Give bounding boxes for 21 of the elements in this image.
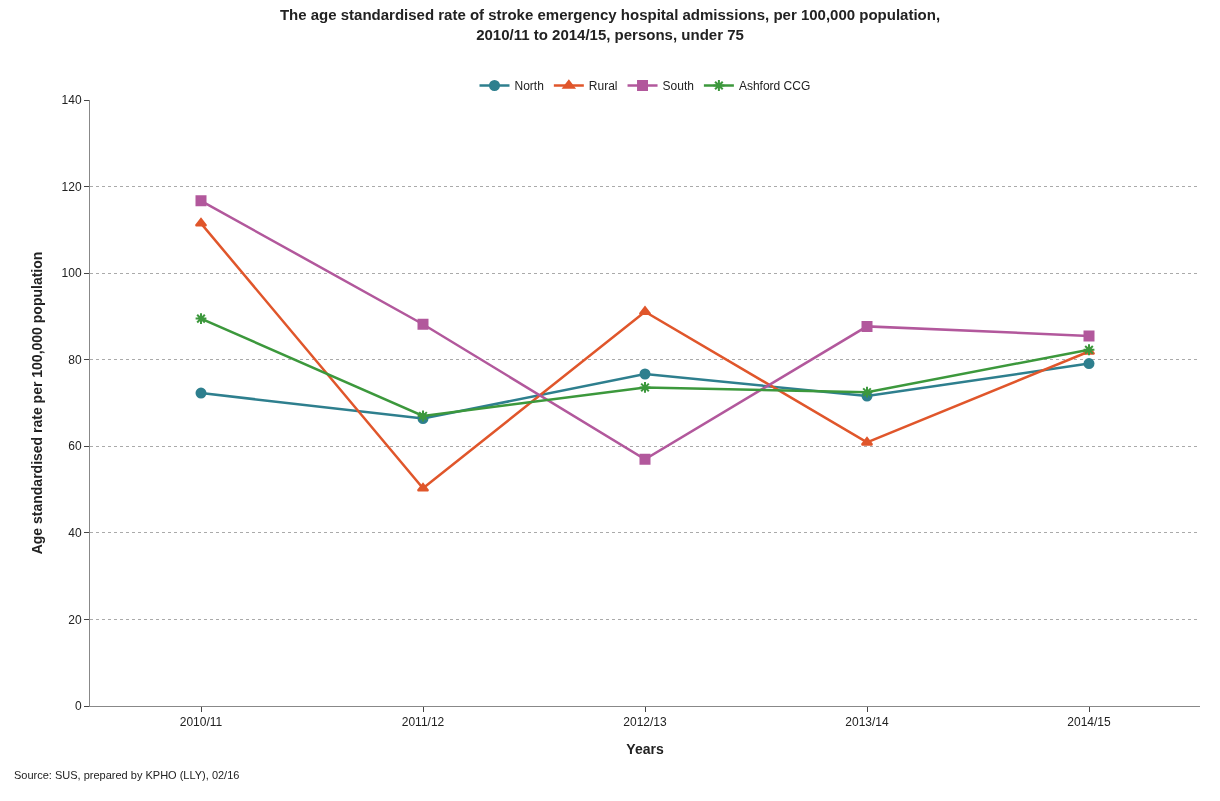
legend-label: Rural <box>588 79 618 94</box>
y-tick-label: 20 <box>68 612 82 627</box>
y-tick-label: 60 <box>68 439 82 454</box>
y-tick-label: 120 <box>61 179 82 194</box>
source-note: Source: SUS, prepared by KPHO (LLY), 02/16 <box>14 769 240 781</box>
x-tick-label: 2012/13 <box>623 715 668 730</box>
x-tick-label: 2014/15 <box>1067 715 1112 730</box>
x-tick-label: 2013/14 <box>845 715 890 730</box>
chart-title: The age standardised rate of stroke emergency hospital admissions, per 100,000 population, 2010/11 to 2014/15, persons, under 75 <box>279 6 941 43</box>
y-axis-title: Age standardised rate per 100,000 population <box>29 251 46 555</box>
y-tick-label: 140 <box>61 93 82 108</box>
legend-label: South <box>662 79 694 94</box>
x-axis-title: Years <box>626 740 664 757</box>
y-tick-label: 0 <box>74 699 82 714</box>
y-tick-label: 80 <box>68 352 82 367</box>
y-tick-label: 40 <box>68 526 82 541</box>
x-tick-label: 2011/12 <box>401 715 445 730</box>
x-tick-label: 2010/11 <box>179 715 223 730</box>
y-tick-label: 100 <box>61 266 82 281</box>
legend-label: Ashford CCG <box>738 79 811 94</box>
legend-label: North <box>514 79 544 94</box>
